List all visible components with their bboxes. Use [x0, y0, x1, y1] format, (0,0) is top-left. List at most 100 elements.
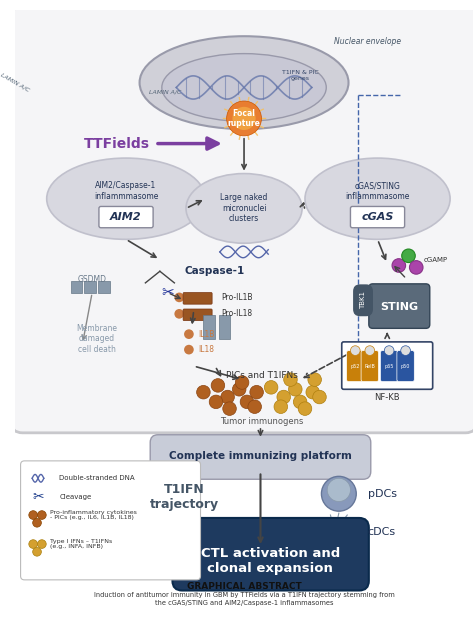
Circle shape	[209, 395, 223, 408]
Ellipse shape	[47, 158, 205, 239]
FancyBboxPatch shape	[342, 342, 433, 389]
Circle shape	[410, 261, 423, 274]
Text: Nuclear envelope: Nuclear envelope	[334, 36, 401, 46]
Circle shape	[33, 519, 41, 527]
Text: Pro-IL1B: Pro-IL1B	[221, 293, 252, 302]
Text: Focal
rupture: Focal rupture	[228, 109, 261, 128]
Text: p52: p52	[351, 363, 360, 368]
Circle shape	[240, 395, 254, 408]
Text: ✂: ✂	[32, 489, 44, 504]
Text: ✂: ✂	[161, 285, 174, 300]
Text: Large naked
micronuclei
clusters: Large naked micronuclei clusters	[220, 193, 268, 223]
Text: Caspase-1: Caspase-1	[184, 266, 244, 276]
Bar	[203, 315, 215, 339]
Circle shape	[306, 386, 319, 399]
Circle shape	[33, 548, 41, 556]
Circle shape	[321, 476, 356, 511]
FancyBboxPatch shape	[183, 309, 212, 321]
FancyBboxPatch shape	[346, 350, 364, 381]
Circle shape	[184, 329, 194, 339]
Circle shape	[248, 400, 262, 413]
Circle shape	[29, 540, 37, 548]
FancyBboxPatch shape	[20, 461, 201, 580]
FancyBboxPatch shape	[361, 350, 379, 381]
Circle shape	[227, 101, 262, 136]
Text: the cGAS/STING and AIM2/Caspase-1 inflammasomes: the cGAS/STING and AIM2/Caspase-1 inflam…	[155, 600, 333, 606]
Text: TBK1: TBK1	[360, 291, 366, 309]
Text: T1IFN & PIC
genes: T1IFN & PIC genes	[282, 70, 319, 81]
Ellipse shape	[305, 158, 450, 239]
Circle shape	[392, 259, 406, 273]
Text: Double-stranded DNA: Double-stranded DNA	[59, 475, 135, 481]
Text: cGAS: cGAS	[361, 212, 394, 222]
FancyBboxPatch shape	[381, 350, 398, 381]
Circle shape	[327, 478, 350, 501]
Circle shape	[350, 345, 360, 355]
Circle shape	[289, 383, 302, 396]
Ellipse shape	[162, 54, 326, 121]
Circle shape	[277, 390, 291, 404]
Circle shape	[184, 345, 194, 355]
Text: IL18: IL18	[199, 345, 215, 354]
Text: GSDMD: GSDMD	[78, 274, 107, 284]
Circle shape	[221, 390, 234, 404]
Text: CTL activation and
clonal expansion: CTL activation and clonal expansion	[201, 548, 340, 575]
FancyBboxPatch shape	[173, 518, 369, 591]
Text: Membrane
damaged
cell death: Membrane damaged cell death	[76, 324, 118, 354]
Bar	[98, 281, 109, 292]
Circle shape	[308, 373, 321, 386]
Text: PICs and T1IFNs: PICs and T1IFNs	[226, 371, 297, 380]
Circle shape	[384, 345, 394, 355]
Text: p50: p50	[401, 363, 410, 368]
Ellipse shape	[186, 174, 302, 243]
Text: p65: p65	[384, 363, 394, 368]
Text: Induction of antitumor immunity in GBM by TTFields via a T1IFN trajectory stemmi: Induction of antitumor immunity in GBM b…	[94, 592, 394, 598]
Text: cGAS/STING
inflammmasome: cGAS/STING inflammmasome	[346, 181, 410, 201]
Circle shape	[274, 400, 288, 413]
Text: TTFields: TTFields	[84, 137, 150, 151]
Text: Pro-IL18: Pro-IL18	[221, 310, 252, 318]
Text: Complete immunizing platform: Complete immunizing platform	[169, 451, 352, 461]
FancyBboxPatch shape	[11, 6, 474, 433]
Circle shape	[264, 381, 278, 394]
Text: Cleavage: Cleavage	[59, 494, 91, 500]
Text: Pro-inflammatory cytokines
- PICs (e.g., IL6, IL1B, IL18): Pro-inflammatory cytokines - PICs (e.g.,…	[50, 510, 137, 520]
Text: cDCs: cDCs	[368, 527, 396, 538]
Circle shape	[293, 395, 307, 408]
Circle shape	[174, 309, 184, 319]
Circle shape	[298, 402, 312, 415]
Circle shape	[329, 523, 348, 542]
Text: NF-KB: NF-KB	[374, 392, 400, 402]
FancyBboxPatch shape	[397, 350, 414, 381]
Bar	[84, 281, 96, 292]
Text: Tumor immunogens: Tumor immunogens	[220, 417, 303, 426]
Circle shape	[174, 292, 184, 302]
FancyBboxPatch shape	[150, 434, 371, 479]
Circle shape	[250, 386, 264, 399]
Circle shape	[284, 373, 297, 386]
FancyBboxPatch shape	[369, 284, 430, 328]
Text: cGAMP: cGAMP	[424, 256, 448, 263]
Text: RelB: RelB	[365, 363, 375, 368]
Text: IL1B: IL1B	[199, 329, 215, 339]
Bar	[71, 281, 82, 292]
Text: GRAPHICAL ABSTRACT: GRAPHICAL ABSTRACT	[187, 582, 301, 591]
Ellipse shape	[139, 36, 348, 129]
Circle shape	[211, 379, 225, 392]
Text: pDCs: pDCs	[368, 489, 397, 499]
FancyBboxPatch shape	[350, 206, 405, 228]
Circle shape	[232, 107, 255, 130]
Text: T1IFN
trajectory: T1IFN trajectory	[149, 483, 219, 510]
Bar	[219, 315, 230, 339]
FancyBboxPatch shape	[183, 292, 212, 304]
Text: AIM2/Caspase-1
inflammmasome: AIM2/Caspase-1 inflammmasome	[94, 181, 158, 201]
Circle shape	[401, 345, 410, 355]
Text: STING: STING	[380, 302, 418, 312]
Circle shape	[197, 386, 210, 399]
Circle shape	[232, 383, 246, 396]
Text: Type I IFNs – T1IFNs
(e.g., INFA, INFB): Type I IFNs – T1IFNs (e.g., INFA, INFB)	[50, 539, 112, 549]
Text: LAMIN A/C: LAMIN A/C	[0, 72, 30, 93]
Circle shape	[223, 402, 237, 415]
Circle shape	[365, 345, 374, 355]
Text: LAMIN A/C: LAMIN A/C	[148, 90, 181, 95]
